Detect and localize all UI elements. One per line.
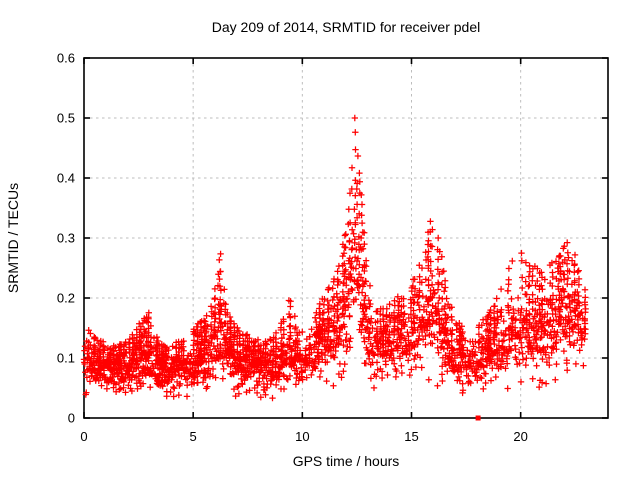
x-tick-label: 0 bbox=[80, 429, 87, 444]
plot-border-and-ticks bbox=[83, 57, 609, 419]
tick-labels: 0 5 10 15 20 0 0.1 0.2 0.3 0.4 0.5 0.6 bbox=[57, 51, 528, 445]
chart-title: Day 209 of 2014, SRMTID for receiver pde… bbox=[212, 19, 480, 35]
y-tick-label: 0.3 bbox=[57, 231, 75, 246]
scatter-points bbox=[80, 114, 589, 421]
y-tick-label: 0 bbox=[68, 411, 75, 426]
scatter-series bbox=[80, 114, 589, 402]
y-tick-label: 0.5 bbox=[57, 111, 75, 126]
y-tick-label: 0.4 bbox=[57, 171, 75, 186]
x-tick-label: 5 bbox=[190, 429, 197, 444]
y-axis-label: SRMTID / TECUs bbox=[5, 183, 21, 293]
x-tick-label: 20 bbox=[513, 429, 527, 444]
y-tick-label: 0.1 bbox=[57, 351, 75, 366]
x-tick-label: 10 bbox=[295, 429, 309, 444]
y-tick-label: 0.6 bbox=[57, 51, 75, 66]
x-axis-label: GPS time / hours bbox=[293, 453, 400, 469]
square-marker bbox=[475, 415, 481, 421]
y-tick-label: 0.2 bbox=[57, 291, 75, 306]
x-tick-label: 15 bbox=[404, 429, 418, 444]
